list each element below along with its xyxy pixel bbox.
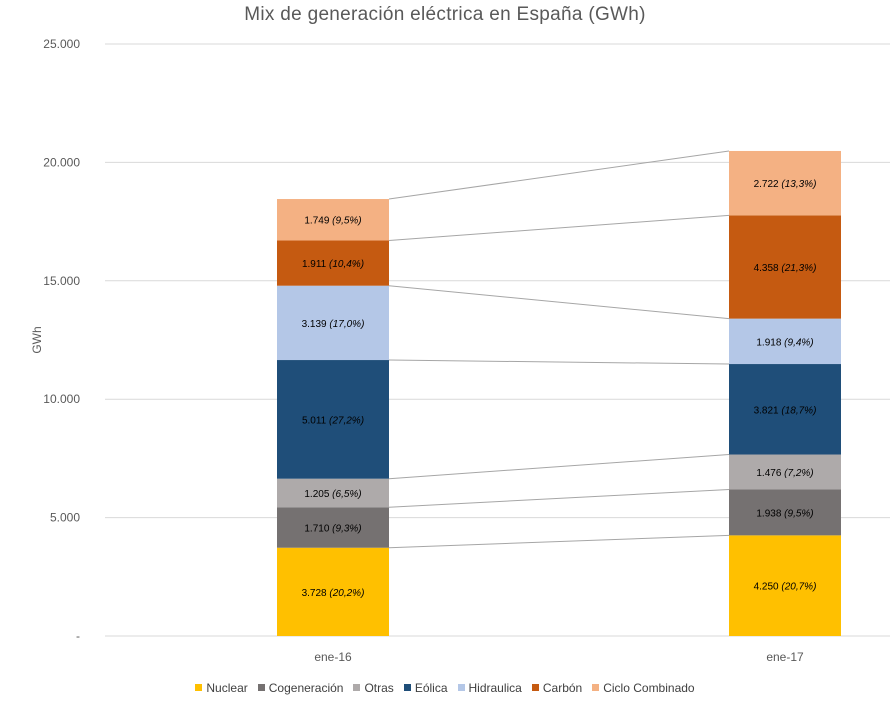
- data-label-percent: (10,4%): [329, 259, 364, 270]
- series-connector-line: [388, 150, 730, 200]
- bar-segment: [729, 454, 841, 490]
- y-tick-label: 10.000: [43, 392, 80, 406]
- legend-item: Eólica: [403, 681, 448, 695]
- bar-segment: [277, 199, 389, 241]
- data-label-value: 1.205: [304, 489, 332, 500]
- data-label-value: 1.911: [302, 259, 329, 270]
- data-label: 4.250 (20,7%): [754, 582, 817, 593]
- legend-label: Cogeneración: [268, 681, 344, 695]
- legend-label: Otras: [364, 681, 394, 695]
- data-label: 1.938 (9,5%): [756, 508, 813, 519]
- data-label: 2.722 (13,3%): [754, 179, 817, 190]
- data-label-value: 3.139: [302, 319, 330, 330]
- data-label: 3.728 (20,2%): [302, 588, 365, 599]
- y-tick-label: -: [76, 629, 80, 643]
- legend-swatch: [592, 684, 600, 691]
- data-label: 3.821 (18,7%): [754, 405, 817, 416]
- data-label-percent: (20,7%): [781, 582, 816, 593]
- data-label-percent: (9,5%): [784, 508, 813, 519]
- data-label-percent: (7,2%): [784, 468, 813, 479]
- bar-segment: [729, 318, 841, 365]
- data-label-value: 4.358: [754, 263, 782, 274]
- series-connector-line: [388, 534, 730, 549]
- data-label-percent: (17,0%): [329, 319, 364, 330]
- series-connector-line: [388, 359, 730, 365]
- bar-segment: [277, 547, 389, 636]
- legend-swatch: [353, 684, 361, 691]
- data-label: 1.205 (6,5%): [304, 489, 361, 500]
- data-label-value: 1.918: [756, 337, 784, 348]
- legend-swatch: [531, 684, 539, 691]
- series-connector-line: [388, 285, 730, 320]
- data-label: 1.749 (9,5%): [304, 216, 361, 227]
- data-label: 1.710 (9,3%): [304, 523, 361, 534]
- data-label-percent: (20,2%): [329, 588, 364, 599]
- data-label-value: 1.938: [756, 508, 784, 519]
- legend-item: Hidraulica: [457, 681, 522, 695]
- bar-segment: [277, 285, 389, 361]
- data-label-value: 5.011: [302, 415, 329, 426]
- data-label-percent: (21,3%): [781, 263, 816, 274]
- bar-segment: [277, 478, 389, 508]
- x-tick-label: ene-16: [314, 650, 352, 664]
- y-tick-label: 20.000: [43, 155, 80, 169]
- data-label-value: 1.749: [304, 216, 332, 227]
- bar-segment: [277, 507, 389, 548]
- legend-item: Carbón: [531, 681, 583, 695]
- legend-label: Hidraulica: [468, 681, 522, 695]
- series-connector-line: [388, 454, 730, 480]
- legend-item: Ciclo Combinado: [592, 681, 695, 695]
- data-label-value: 3.728: [302, 588, 330, 599]
- legend-swatch: [403, 684, 411, 691]
- legend-label: Eólica: [414, 681, 448, 695]
- data-label-percent: (18,7%): [781, 405, 816, 416]
- data-label: 1.918 (9,4%): [756, 337, 813, 348]
- chart-title: Mix de generación eléctrica en España (G…: [244, 4, 646, 25]
- x-tick-label: ene-17: [766, 650, 804, 664]
- y-tick-label: 5.000: [50, 511, 80, 525]
- legend: Nuclear Cogeneración Otras Eólica Hidraulica…: [0, 681, 890, 695]
- data-label-percent: (9,5%): [332, 216, 361, 227]
- data-label-percent: (27,2%): [329, 415, 364, 426]
- bar-segment: [729, 150, 841, 216]
- data-label: 5.011 (27,2%): [302, 415, 364, 426]
- data-label: 3.139 (17,0%): [302, 319, 365, 330]
- data-label: 1.476 (7,2%): [756, 468, 813, 479]
- y-tick-label: 25.000: [43, 37, 80, 51]
- bar-segment: [729, 215, 841, 319]
- bar-segment: [277, 360, 389, 479]
- legend-label: Nuclear: [206, 681, 248, 695]
- legend-item: Cogeneración: [257, 681, 344, 695]
- legend-item: Otras: [353, 681, 394, 695]
- legend-swatch: [257, 684, 265, 691]
- legend-swatch: [195, 684, 203, 691]
- legend-item: Nuclear: [195, 681, 248, 695]
- bar-segment: [729, 364, 841, 455]
- y-tick-label: 15.000: [43, 274, 80, 288]
- bar-segment: [729, 535, 841, 636]
- y-axis-label: GWh: [30, 326, 44, 353]
- data-label-percent: (9,3%): [332, 523, 361, 534]
- legend-label: Ciclo Combinado: [603, 681, 695, 695]
- bar-segment: [277, 240, 389, 286]
- data-label-value: 4.250: [754, 582, 782, 593]
- data-label-percent: (9,4%): [784, 337, 813, 348]
- data-label-value: 3.821: [754, 405, 782, 416]
- data-label-percent: (13,3%): [781, 179, 816, 190]
- data-label-value: 1.710: [304, 523, 332, 534]
- data-label-percent: (6,5%): [332, 489, 361, 500]
- series-connector-line: [388, 214, 730, 241]
- data-label: 1.911 (10,4%): [302, 259, 364, 270]
- data-label-value: 1.476: [756, 468, 784, 479]
- data-label-value: 2.722: [754, 179, 782, 190]
- data-label: 4.358 (21,3%): [754, 263, 817, 274]
- legend-label: Carbón: [542, 681, 583, 695]
- legend-swatch: [457, 684, 465, 691]
- bar-segment: [729, 489, 841, 536]
- series-connector-line: [388, 488, 730, 508]
